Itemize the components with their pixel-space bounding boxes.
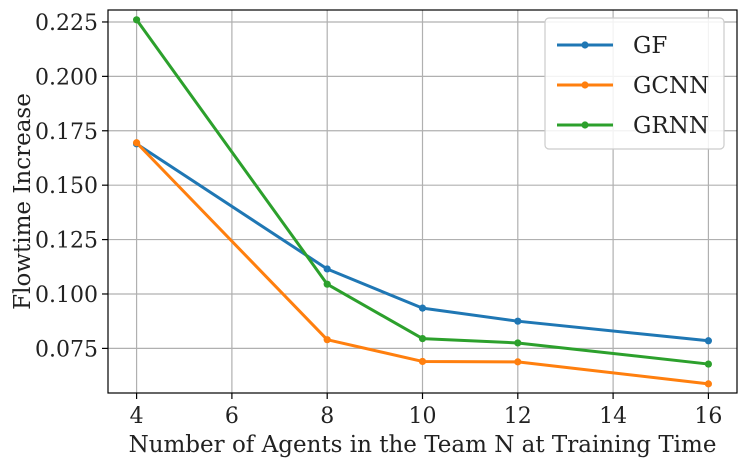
- series-grnn: [132, 16, 713, 368]
- y-axis-label: Flowtime Increase: [10, 93, 36, 310]
- x-tick-label: 6: [225, 404, 239, 429]
- legend-marker-gcnn: [581, 81, 589, 89]
- legend-label-grnn: GRNN: [633, 113, 709, 139]
- y-tick-label: 0.175: [35, 120, 98, 145]
- data-point-gcnn: [704, 380, 713, 388]
- data-point-gf: [323, 265, 331, 273]
- legend-box: [544, 17, 725, 150]
- y-tick-label: 0.075: [35, 337, 98, 362]
- legend-marker-grnn: [581, 121, 589, 129]
- x-tick-label: 12: [504, 404, 532, 429]
- data-point-grnn: [323, 280, 331, 288]
- legend-label-gf: GF: [633, 33, 667, 59]
- data-point-gf: [418, 304, 427, 312]
- data-point-gcnn: [132, 139, 141, 147]
- legend: GF GCNN GRNN: [544, 17, 725, 150]
- x-tick-label: 16: [694, 404, 722, 429]
- data-point-grnn: [514, 339, 522, 347]
- y-tick-label: 0.200: [35, 65, 98, 90]
- data-point-gf: [514, 317, 522, 325]
- data-point-gcnn: [418, 357, 427, 366]
- data-point-grnn: [418, 334, 427, 343]
- x-tick-label: 10: [409, 404, 437, 429]
- y-tick-label: 0.100: [35, 283, 98, 308]
- data-point-gcnn: [323, 336, 331, 344]
- data-point-gf: [704, 337, 713, 345]
- y-tick-label: 0.225: [35, 11, 98, 36]
- series-layer: [132, 16, 713, 388]
- data-point-grnn: [132, 16, 141, 24]
- x-axis-label: Number of Agents in the Team N at Traini…: [129, 432, 717, 458]
- y-tick-label: 0.125: [35, 229, 98, 254]
- x-tick-label: 8: [320, 404, 334, 429]
- data-point-gcnn: [514, 358, 522, 366]
- x-tick-label: 4: [130, 404, 144, 429]
- data-point-grnn: [704, 360, 713, 368]
- y-tick-label: 0.150: [35, 174, 98, 199]
- legend-marker-gf: [581, 41, 589, 49]
- legend-label-gcnn: GCNN: [633, 73, 709, 99]
- series-gcnn: [132, 139, 713, 388]
- ticks: 4 6 8 10 12 14 16 0.075 0.100 0.125 0.150 0.175 0.20…: [35, 11, 722, 429]
- x-tick-label: 14: [599, 404, 627, 429]
